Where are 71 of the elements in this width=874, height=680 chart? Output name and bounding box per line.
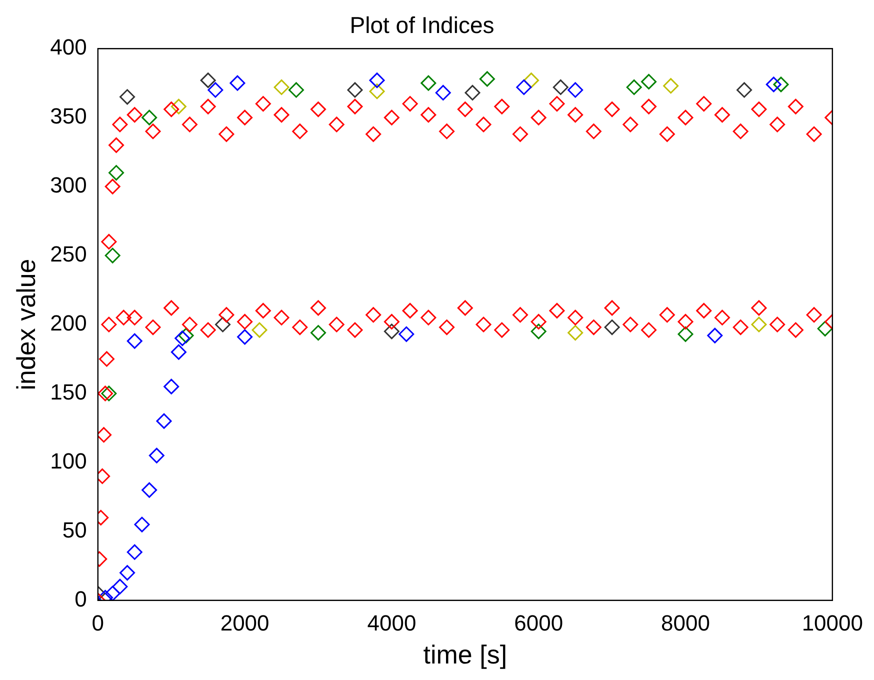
point xyxy=(464,84,480,100)
point xyxy=(170,98,186,114)
x-tick-label: 0 xyxy=(92,610,104,636)
point xyxy=(101,386,117,402)
point xyxy=(178,328,194,344)
point xyxy=(134,516,150,532)
point xyxy=(641,74,657,90)
point xyxy=(347,82,363,98)
point xyxy=(773,76,789,92)
point xyxy=(435,84,451,100)
point xyxy=(736,82,752,98)
point xyxy=(156,413,172,429)
point xyxy=(104,586,120,600)
point xyxy=(384,324,400,340)
point xyxy=(766,76,782,92)
x-tick-label: 4000 xyxy=(367,610,416,636)
point xyxy=(148,448,164,464)
y-tick-label: 150 xyxy=(50,380,87,405)
point xyxy=(252,322,268,338)
point xyxy=(398,326,414,342)
point xyxy=(200,72,216,88)
point xyxy=(274,79,290,95)
y-axis-title: index value xyxy=(10,258,41,390)
x-axis-title: time [s] xyxy=(423,640,508,670)
chart-title: Plot of Indices xyxy=(350,12,494,38)
point xyxy=(552,79,568,95)
point xyxy=(530,324,546,340)
point xyxy=(707,328,723,344)
y-tick-label: 50 xyxy=(62,517,87,542)
point xyxy=(817,320,832,336)
point xyxy=(369,72,385,88)
x-tick-label: 2000 xyxy=(220,610,270,636)
point xyxy=(142,110,158,126)
point xyxy=(174,330,190,346)
point xyxy=(126,333,142,349)
point xyxy=(120,565,136,581)
x-tick-label: 8000 xyxy=(661,610,710,636)
x-tick-label: 6000 xyxy=(514,610,564,636)
point xyxy=(108,165,124,181)
y-tick-label: 350 xyxy=(50,104,87,129)
y-tick-label: 300 xyxy=(50,172,87,198)
point xyxy=(288,82,304,98)
point xyxy=(104,248,120,264)
x-tick-label: 10000 xyxy=(802,610,864,636)
point xyxy=(237,329,253,345)
point xyxy=(112,578,128,594)
point xyxy=(369,84,385,100)
point xyxy=(516,79,532,95)
point xyxy=(663,78,679,94)
point xyxy=(310,325,326,341)
point xyxy=(120,89,136,105)
point xyxy=(626,79,642,95)
point xyxy=(568,82,584,98)
point xyxy=(604,320,620,336)
point xyxy=(142,482,158,498)
point xyxy=(170,344,186,360)
point xyxy=(208,82,224,98)
point xyxy=(230,75,246,91)
point xyxy=(164,378,180,394)
y-tick-label: 0 xyxy=(74,586,87,612)
y-tick-label: 200 xyxy=(50,310,87,336)
point xyxy=(126,544,142,560)
point xyxy=(215,316,231,332)
point xyxy=(420,75,436,91)
y-tick-label: 100 xyxy=(50,448,87,474)
y-tick-label: 400 xyxy=(50,34,87,60)
point xyxy=(751,316,767,332)
point xyxy=(678,326,694,342)
point xyxy=(568,325,584,341)
point xyxy=(479,71,495,87)
y-tick-label: 250 xyxy=(50,242,87,267)
